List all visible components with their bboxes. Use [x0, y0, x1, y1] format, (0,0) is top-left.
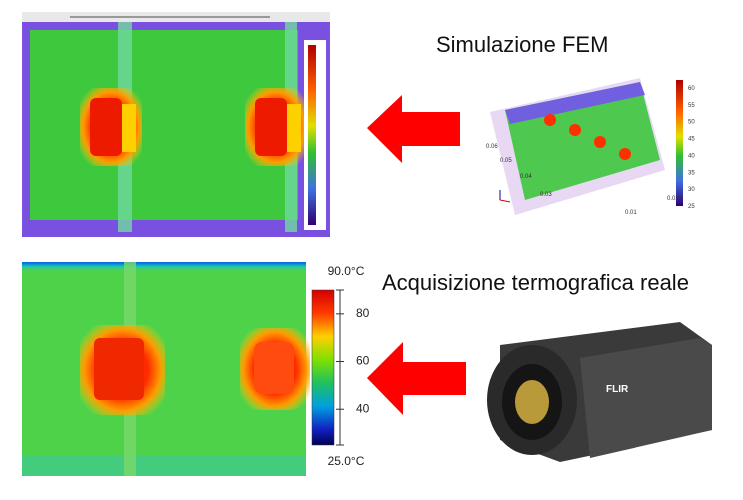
thermal-chip	[254, 342, 294, 394]
colorbar-max-label: 90.0°C	[328, 264, 365, 278]
camera-side	[580, 338, 712, 458]
fem-result-image	[22, 12, 330, 237]
fem-chip-edge	[287, 104, 301, 152]
axis-label: 0.05	[500, 158, 512, 164]
thermal-edge	[22, 455, 306, 476]
model-colorbar-ticks: 60 55 50 45 40 35 30 25	[688, 86, 695, 210]
arrow-left	[367, 95, 460, 163]
axis-label: 0.01	[625, 210, 637, 216]
colorbar-tick-label: 40	[356, 401, 370, 415]
thermal-image	[22, 262, 310, 476]
chip	[569, 124, 581, 136]
fem-colorbar	[308, 45, 316, 225]
colorbar-tick-label: 60	[688, 86, 695, 92]
colorbar-tick-label: 55	[688, 103, 695, 109]
axis-label: 0.02	[667, 196, 679, 202]
thermal-camera: FLIR	[487, 322, 712, 462]
thermography-title: Acquisizione termografica reale	[382, 270, 689, 295]
colorbar-tick-label: 25	[688, 204, 695, 210]
model-colorbar	[676, 80, 683, 206]
arrow-left	[367, 342, 466, 415]
colorbar-tick-label: 30	[688, 187, 695, 193]
colorbar	[311, 289, 335, 446]
axis-label: 0.03	[540, 192, 552, 198]
thermal-chip	[94, 338, 144, 400]
chip	[544, 114, 556, 126]
colorbar-tick-label: 60	[356, 354, 370, 368]
thermal-colorbar: 90.0°C 25.0°C 80 60 40	[311, 264, 370, 468]
axis-label: 0.04	[520, 174, 532, 180]
colorbar-tick-label: 45	[688, 137, 695, 143]
thermal-edge	[22, 262, 306, 302]
fem-3d-model: 0.06 0.05 0.04 0.03 0.01 0.02 60 55 50 45 40…	[486, 78, 695, 216]
fem-chip	[255, 98, 287, 156]
fem-chip-edge	[122, 104, 136, 152]
chip	[594, 136, 606, 148]
colorbar-tick-label: 40	[688, 153, 695, 159]
fem-title: Simulazione FEM	[436, 32, 608, 57]
axis-label: 0.06	[486, 144, 498, 150]
colorbar-tick-label: 80	[356, 306, 370, 320]
colorbar-tick-label: 35	[688, 170, 695, 176]
lens	[515, 380, 549, 424]
box-edge	[505, 82, 645, 124]
colorbar-min-label: 25.0°C	[328, 454, 365, 468]
chip	[619, 148, 631, 160]
axis-triad	[499, 199, 511, 203]
fem-chip	[90, 98, 122, 156]
camera-brand: FLIR	[606, 384, 629, 395]
colorbar-tick-label: 50	[688, 120, 695, 126]
